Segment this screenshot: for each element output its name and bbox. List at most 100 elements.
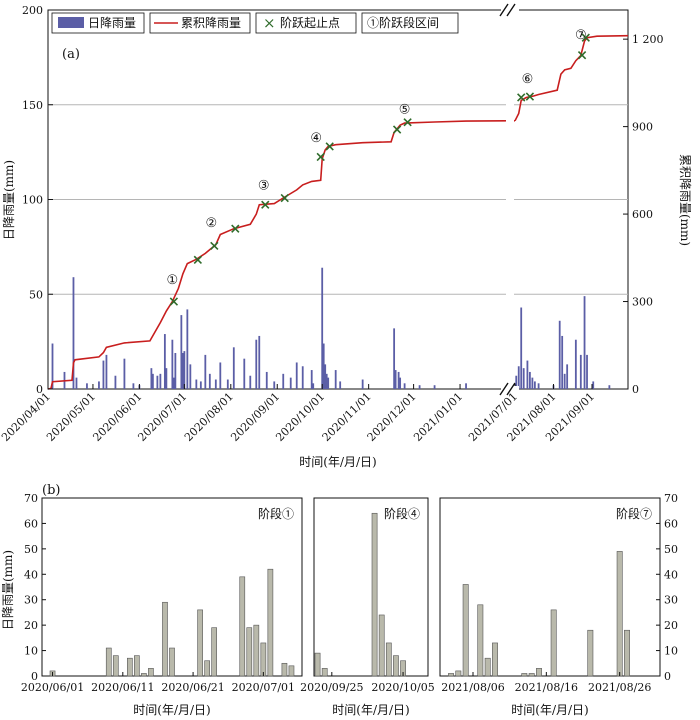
stage-rain-bar	[148, 668, 154, 677]
daily-rain-bar	[98, 381, 100, 389]
daily-rain-bar	[86, 383, 88, 389]
stage-label: ⑦	[575, 28, 587, 43]
x-tick-label: 2020/08/01	[182, 390, 236, 444]
daily-rain-bar	[282, 373, 285, 389]
x-tick-label: 2020/06/01	[21, 681, 84, 694]
daily-rain-bar	[608, 385, 611, 389]
step-point-marker	[325, 142, 334, 151]
y-tick-label-right: 300	[632, 296, 653, 309]
daily-rain-bar	[102, 360, 105, 389]
y-tick-label-left: 200	[22, 4, 43, 17]
daily-rain-bar	[172, 377, 175, 389]
step-point-marker	[525, 92, 535, 101]
y-tick-label-left: 150	[22, 99, 43, 112]
panel-a-ylabel-left: 日降雨量(mm)	[2, 160, 16, 240]
daily-rain-bar	[418, 385, 421, 389]
stage-rain-bar	[288, 665, 295, 677]
y-tick-label-left: 100	[22, 194, 43, 207]
stage-rain-bar	[624, 629, 630, 677]
y-tick-label-right: 60	[664, 517, 678, 530]
stage-panel-2: 阶段④ 2020/09/25 2020/10/05	[300, 497, 435, 694]
daily-rain-bar	[517, 366, 520, 389]
legend-item-step-box	[255, 12, 357, 34]
daily-rain-bar	[361, 379, 364, 389]
stage-rain-bar	[211, 627, 217, 677]
step-point-marker	[280, 193, 289, 203]
stage-rain-bar	[134, 655, 140, 677]
stage-rain-bar	[378, 614, 385, 677]
daily-rain-bar	[105, 354, 108, 389]
y-tick-label-right: 1 200	[632, 33, 664, 46]
stage-rain-bar	[492, 642, 498, 677]
daily-rain-bar	[561, 335, 564, 389]
daily-rain-bar	[165, 368, 168, 389]
stage-rain-bar	[246, 627, 253, 677]
stage-rain-bar	[204, 660, 210, 677]
legend-swatch-step-marker: ×	[263, 14, 276, 32]
panel-b-label: (b)	[42, 483, 60, 498]
stage-rain-bar	[239, 576, 246, 677]
stage-label: ①	[167, 273, 179, 288]
daily-rain-bar	[181, 352, 184, 389]
daily-rain-bar	[214, 379, 217, 389]
daily-rain-bar	[249, 375, 252, 389]
y-tick-label-left: 20	[24, 619, 38, 632]
stage-rain-bar	[528, 673, 535, 677]
stage-rain-bar	[281, 662, 288, 677]
stage-rain-bar	[521, 673, 528, 677]
x-tick-label: 2021/08/06	[441, 681, 504, 694]
stage-panel-title: 阶段④	[384, 506, 420, 521]
step-point-marker	[210, 241, 219, 251]
daily-rain-bar	[433, 385, 436, 389]
daily-rain-bar	[324, 364, 327, 389]
daily-rain-bar	[255, 339, 258, 389]
daily-rain-bar	[592, 381, 595, 389]
daily-rain-bar	[520, 307, 523, 389]
daily-rain-bar	[75, 377, 78, 389]
daily-rain-bar	[51, 343, 54, 389]
stage-rain-bar	[477, 604, 484, 677]
stage-label: ⑥	[522, 72, 534, 87]
x-tick-label: 2021/01/01	[411, 390, 465, 444]
y-tick-label-left: 70	[24, 492, 38, 505]
legend-label-step: 阶跃起止点	[280, 16, 340, 30]
stage-rain-bar	[393, 655, 399, 677]
daily-rain-bar	[219, 362, 222, 389]
daily-rain-bar	[174, 352, 177, 389]
stage-panel-frame	[439, 497, 661, 677]
stage-label: ⑤	[399, 102, 411, 117]
axis-break-gap	[506, 11, 514, 388]
legend-label-daily-rain: 日降雨量	[88, 16, 136, 30]
step-point-marker	[261, 200, 270, 209]
stage-rain-bar	[127, 657, 133, 677]
y-tick-label-right: 30	[664, 594, 678, 607]
step-point-marker	[169, 297, 179, 306]
y-tick-label-left: 0	[31, 670, 38, 683]
stage-rain-bar	[169, 647, 175, 677]
x-tick-label: 2020/10/05	[371, 681, 434, 694]
stage-rain-bar	[321, 668, 328, 677]
daily-rain-bar	[321, 267, 324, 389]
daily-rain-bar	[163, 334, 166, 389]
legend-swatch-daily-rain	[58, 17, 84, 28]
step-point-marker	[577, 51, 587, 60]
y-tick-label-right: 20	[664, 619, 678, 632]
legend: 日降雨量 累积降雨量 × 阶跃起止点 ①阶跃段区间	[51, 12, 459, 34]
daily-rain-bar	[399, 377, 402, 389]
daily-rain-bar	[183, 351, 186, 389]
panel-a: ① ② ③ ④ ⑤ ⑥ ⑦ 0 50 100 150 200 0 300 600 900 1 200 202…	[0, 3, 692, 469]
daily-rain-bar	[579, 354, 582, 389]
x-tick-label: 2020/06/21	[161, 681, 224, 694]
daily-rain-bar	[156, 375, 159, 389]
y-tick-label-left: 60	[24, 517, 38, 530]
daily-rain-bar	[334, 370, 337, 389]
x-tick-label: 2020/12/01	[365, 390, 419, 444]
daily-rain-bar	[529, 371, 531, 389]
daily-rain-bar	[583, 296, 586, 389]
stage-label: ③	[258, 178, 270, 193]
daily-rain-bar	[208, 373, 211, 389]
daily-rain-bar	[394, 370, 397, 389]
x-tick-label: 2020/10/01	[273, 390, 327, 444]
stage-label: ②	[205, 216, 217, 231]
